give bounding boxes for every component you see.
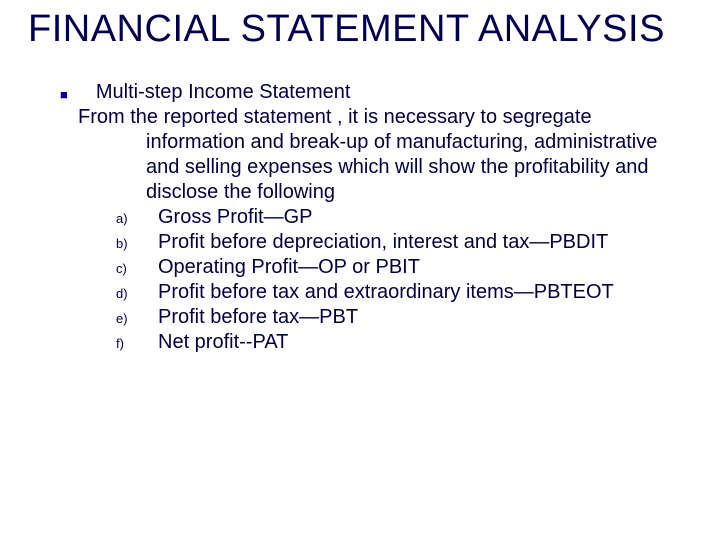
list-text: Operating Profit—OP or PBIT — [158, 255, 420, 280]
slide-title: FINANCIAL STATEMENT ANALYSIS — [0, 0, 720, 52]
list-text: Profit before tax and extraordinary item… — [158, 280, 614, 305]
list-marker: e) — [116, 311, 158, 327]
list-item: c) Operating Profit—OP or PBIT — [116, 255, 692, 280]
list-marker: f) — [116, 336, 158, 352]
list-item: f) Net profit--PAT — [116, 330, 692, 355]
list-text: Net profit--PAT — [158, 330, 288, 355]
list-text: Profit before depreciation, interest and… — [158, 230, 608, 255]
intro-paragraph: From the reported statement , it is nece… — [60, 105, 692, 205]
list-item: d) Profit before tax and extraordinary i… — [116, 280, 692, 305]
bullet-row: ■ Multi-step Income Statement — [60, 80, 692, 105]
list-item: b) Profit before depreciation, interest … — [116, 230, 692, 255]
list-marker: d) — [116, 286, 158, 302]
subheading: Multi-step Income Statement — [96, 80, 351, 105]
list-marker: c) — [116, 261, 158, 277]
list-marker: a) — [116, 211, 158, 227]
list-marker: b) — [116, 236, 158, 252]
slide-content: ■ Multi-step Income Statement From the r… — [0, 52, 720, 355]
profit-list: a) Gross Profit—GP b) Profit before depr… — [60, 205, 692, 355]
list-text: Gross Profit—GP — [158, 205, 312, 230]
square-bullet-icon: ■ — [60, 87, 68, 103]
list-item: e) Profit before tax—PBT — [116, 305, 692, 330]
list-item: a) Gross Profit—GP — [116, 205, 692, 230]
list-text: Profit before tax—PBT — [158, 305, 358, 330]
